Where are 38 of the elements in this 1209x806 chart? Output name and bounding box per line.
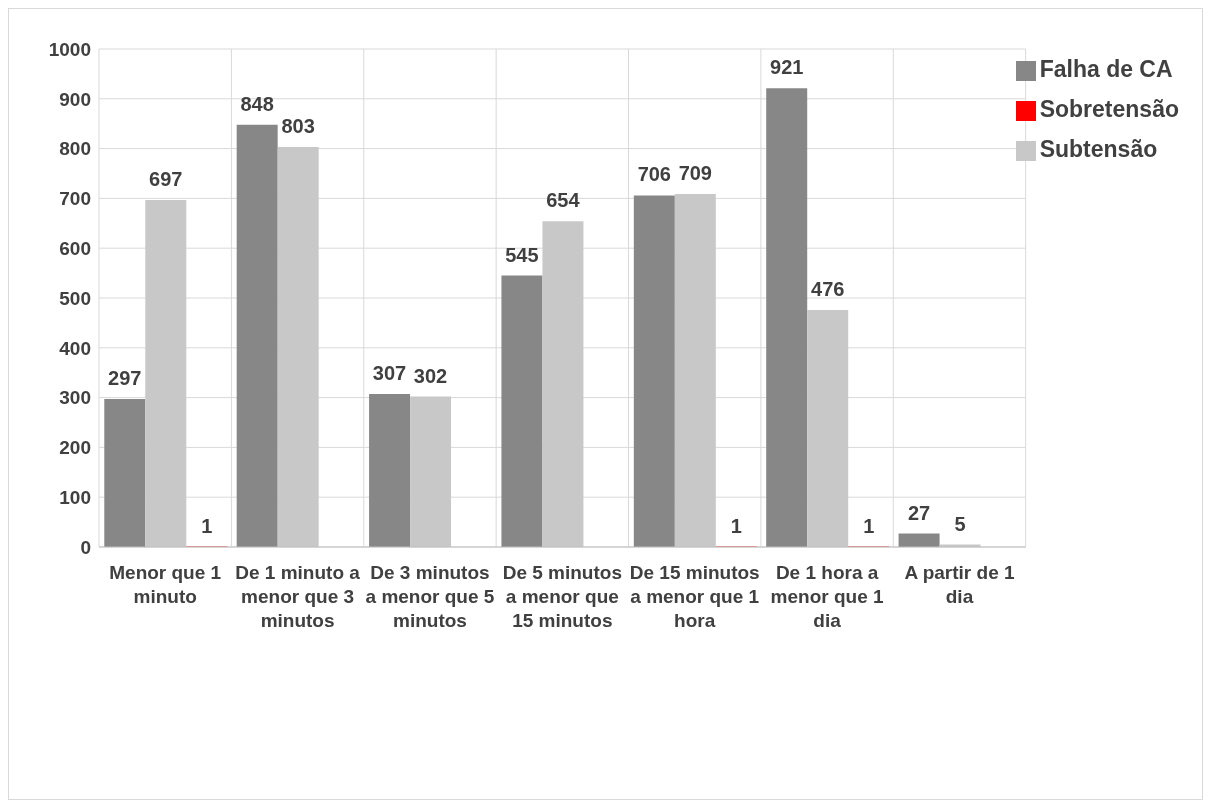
x-tick-label: A partir de 1 dia [904,562,1015,607]
data-label: 302 [413,364,448,387]
data-label: 545 [505,243,539,266]
data-label: 476 [811,277,845,300]
y-tick-label: 900 [59,88,91,110]
legend-label: Subtensão [1039,136,1158,162]
y-tick-label: 600 [59,237,91,259]
data-label: 27 [907,501,931,524]
data-label: 921 [770,56,804,79]
y-tick-label: 200 [59,437,91,459]
data-label: 1 [201,514,213,537]
data-label: 1 [730,514,742,537]
x-tick-label: De 5 minutos a menor que 15 minutos [502,562,622,631]
y-tick-label: 800 [59,138,91,160]
y-tick-label: 1000 [48,38,91,60]
data-label: 297 [108,367,142,390]
data-label: 307 [372,362,407,385]
x-tick-label: De 3 minutos a menor que 5 minutos [365,562,495,631]
y-tick-label: 300 [59,387,91,409]
data-label: 848 [240,92,274,115]
x-tick-label: De 15 minutos a menor que 1 hora [629,562,760,631]
legend-label: Sobretensão [1039,96,1179,122]
data-label: 803 [281,115,315,138]
data-label: 706 [637,163,672,186]
x-tick-label: De 1 hora a menor que 1 dia [770,562,885,631]
data-label: 5 [954,512,966,535]
data-label: 709 [678,161,713,184]
legend-label: Falha de CA [1039,56,1173,82]
y-tick-label: 700 [59,188,91,210]
x-tick-label: De 1 minuto a menor que 3 minutos [235,562,361,631]
data-label: 654 [546,189,581,212]
y-tick-label: 100 [59,486,91,508]
y-tick-label: 0 [80,536,91,558]
data-label: 697 [149,167,183,190]
y-tick-label: 400 [59,337,91,359]
x-tick-label: Menor que 1 minuto [109,562,222,607]
data-label: 1 [863,514,875,537]
y-tick-label: 500 [59,287,91,309]
